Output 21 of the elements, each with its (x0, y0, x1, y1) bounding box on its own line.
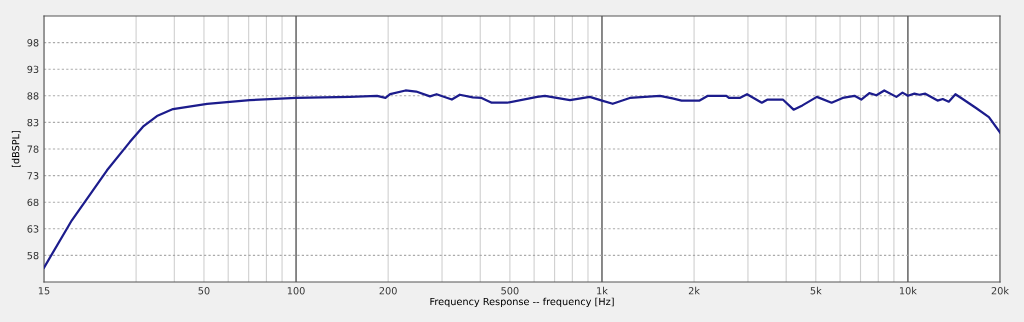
y-tick-label: 83 (27, 118, 39, 127)
x-tick-label: 100 (287, 287, 305, 295)
y-tick-label: 93 (27, 65, 39, 74)
y-tick-label: 78 (27, 145, 39, 153)
x-tick-label: 1k (597, 286, 608, 295)
x-tick-label: 200 (379, 287, 397, 295)
x-tick-label: 15 (38, 287, 50, 295)
x-tick-label: 20k (991, 286, 1009, 295)
y-tick-label: 88 (27, 92, 39, 100)
y-tick-label: 58 (27, 251, 39, 260)
y-tick-label: 98 (27, 39, 39, 47)
y-tick-label: 68 (27, 198, 39, 207)
x-tick-label: 50 (198, 287, 210, 295)
x-tick-label: 5k (810, 286, 822, 295)
x-tick-label: 500 (501, 287, 519, 295)
y-tick-label: 63 (27, 225, 39, 233)
x-axis-title: Frequency Response -- frequency [Hz] (430, 297, 614, 308)
y-axis-title: [dBSPL] (11, 130, 21, 168)
x-tick-label: 2k (688, 286, 700, 295)
y-tick-label: 73 (27, 172, 39, 180)
x-tick-label: 10k (899, 286, 917, 295)
